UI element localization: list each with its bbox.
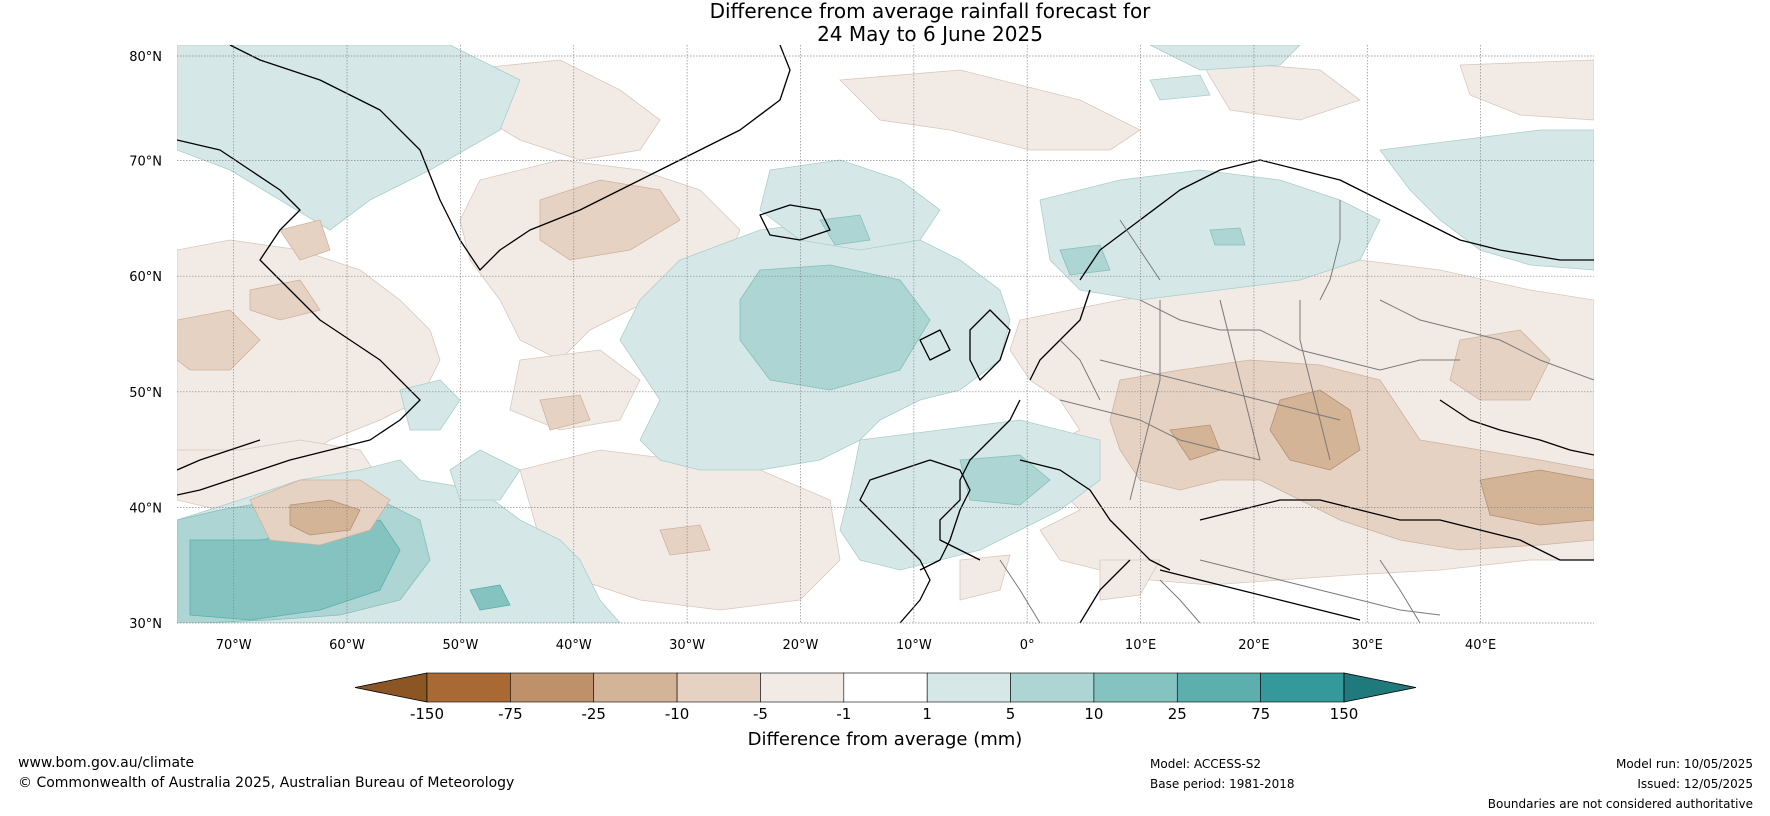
colorbar-tick: -10: [665, 705, 690, 723]
colorbar-tick: -1: [836, 705, 851, 723]
footer-model: Model: ACCESS-S2: [1150, 757, 1262, 771]
lon-label: 10°W: [896, 638, 932, 653]
lon-label: 70°W: [216, 638, 252, 653]
colorbar-tick: 5: [1006, 705, 1016, 723]
lon-label: 20°W: [783, 638, 819, 653]
colorbar-segment: [1093, 672, 1178, 703]
colorbar: [354, 672, 1417, 703]
lon-label: 0°: [1020, 638, 1035, 653]
footer-copyright: © Commonwealth of Australia 2025, Austra…: [18, 775, 515, 791]
colorbar-segment: [760, 672, 845, 703]
country-borders: [999, 200, 1594, 623]
colorbar-segment: [1010, 672, 1095, 703]
colorbar-segment: [1176, 672, 1261, 703]
colorbar-segment: [843, 672, 928, 703]
colorbar-tick: -25: [581, 705, 606, 723]
colorbar-tick: 150: [1330, 705, 1359, 723]
coastlines: [177, 45, 1594, 623]
colorbar-tick: -150: [410, 705, 444, 723]
footer-model-run: Model run: 10/05/2025: [1615, 757, 1753, 771]
map-gridlines: [177, 45, 1594, 624]
lat-label: 50°N: [129, 386, 162, 401]
colorbar-tick-labels: -150 -75 -25 -10 -5 -1 1 5 10 25 75 150: [410, 705, 1358, 723]
lon-label: 60°W: [329, 638, 365, 653]
anomaly-dry-strong: [289, 389, 1594, 536]
colorbar-tick: 25: [1168, 705, 1187, 723]
colorbar-extend-high: [1343, 672, 1417, 703]
colorbar-extend-low: [354, 672, 428, 703]
title-line-1: Difference from average rainfall forecas…: [709, 0, 1151, 23]
footer-website: www.bom.gov.au/climate: [18, 755, 195, 771]
lon-label: 40°E: [1465, 638, 1496, 653]
lon-label: 30°E: [1352, 638, 1383, 653]
colorbar-tick: -5: [753, 705, 768, 723]
footer-base-period: Base period: 1981-2018: [1150, 777, 1295, 791]
colorbar-segment: [1260, 672, 1345, 703]
colorbar-segment: [510, 672, 595, 703]
anomaly-wet-strong: [189, 519, 511, 621]
lat-label: 80°N: [129, 50, 162, 65]
footer-disclaimer: Boundaries are not considered authoritat…: [1487, 797, 1753, 811]
colorbar-segment: [926, 672, 1011, 703]
lon-label: 20°E: [1238, 638, 1269, 653]
footer-issued: Issued: 12/05/2025: [1637, 777, 1753, 791]
colorbar-title: Difference from average (mm): [748, 729, 1023, 750]
lon-label: 30°W: [669, 638, 705, 653]
lat-label: 40°N: [129, 501, 162, 516]
lat-label: 60°N: [129, 270, 162, 285]
colorbar-tick: -75: [498, 705, 523, 723]
colorbar-tick: 75: [1251, 705, 1270, 723]
lat-label: 70°N: [129, 155, 162, 170]
latitude-labels: 80°N 70°N 60°N 50°N 40°N 30°N: [129, 50, 162, 632]
map-title: Difference from average rainfall forecas…: [0, 0, 1770, 46]
longitude-labels: 70°W 60°W 50°W 40°W 30°W 20°W 10°W 0° 10°E 20°E 30…: [216, 638, 1497, 653]
colorbar-segment: [426, 672, 511, 703]
colorbar-tick: 1: [922, 705, 932, 723]
lon-label: 40°W: [556, 638, 592, 653]
map-plot-area: [177, 45, 1594, 623]
lon-label: 10°E: [1125, 638, 1156, 653]
colorbar-tick: 10: [1084, 705, 1103, 723]
colorbar-segment: [676, 672, 761, 703]
title-line-2: 24 May to 6 June 2025: [817, 22, 1043, 46]
lat-label: 30°N: [129, 617, 162, 632]
lon-label: 50°W: [442, 638, 478, 653]
colorbar-segment: [593, 672, 678, 703]
